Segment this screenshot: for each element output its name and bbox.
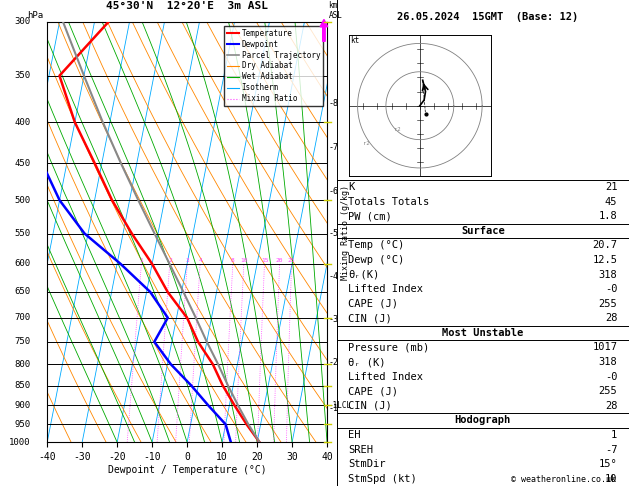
Text: 600: 600 [14, 260, 30, 268]
Text: -3: -3 [328, 315, 338, 324]
Text: -8: -8 [328, 99, 338, 108]
Text: 20.7: 20.7 [593, 241, 617, 250]
Text: -0: -0 [605, 372, 617, 382]
Text: 1000: 1000 [9, 438, 30, 447]
Text: CAPE (J): CAPE (J) [348, 386, 398, 396]
Text: 450: 450 [14, 159, 30, 168]
Text: 850: 850 [14, 381, 30, 390]
Text: CAPE (J): CAPE (J) [348, 299, 398, 309]
Text: hPa: hPa [28, 11, 43, 20]
Text: 255: 255 [599, 386, 617, 396]
Text: -2: -2 [328, 358, 338, 366]
Text: kt: kt [350, 36, 360, 45]
Text: 1: 1 [611, 430, 617, 440]
Text: 45: 45 [605, 197, 617, 207]
Text: 4: 4 [199, 259, 202, 263]
Text: 2: 2 [168, 259, 172, 263]
Text: Temp (°C): Temp (°C) [348, 241, 404, 250]
Text: StmDir: StmDir [348, 459, 386, 469]
Text: 45°30'N  12°20'E  3m ASL: 45°30'N 12°20'E 3m ASL [106, 1, 268, 11]
Text: 900: 900 [14, 401, 30, 410]
Text: 1.8: 1.8 [599, 211, 617, 221]
Text: 700: 700 [14, 313, 30, 322]
Text: 10: 10 [240, 259, 248, 263]
Text: -0: -0 [605, 284, 617, 294]
Text: 28: 28 [605, 401, 617, 411]
Text: 28: 28 [605, 313, 617, 323]
Text: -5: -5 [328, 229, 338, 238]
Legend: Temperature, Dewpoint, Parcel Trajectory, Dry Adiabat, Wet Adiabat, Isotherm, Mi: Temperature, Dewpoint, Parcel Trajectory… [224, 26, 323, 106]
Text: -4: -4 [328, 272, 338, 281]
Text: km
ASL: km ASL [328, 1, 342, 20]
Text: Totals Totals: Totals Totals [348, 197, 430, 207]
Text: StmSpd (kt): StmSpd (kt) [348, 474, 417, 484]
Text: 15°: 15° [599, 459, 617, 469]
Text: 20: 20 [276, 259, 284, 263]
Text: 400: 400 [14, 118, 30, 127]
Text: © weatheronline.co.uk: © weatheronline.co.uk [511, 474, 616, 484]
Text: 350: 350 [14, 71, 30, 80]
Text: -6: -6 [328, 187, 338, 195]
Text: r2: r2 [394, 127, 401, 132]
Text: r2: r2 [364, 141, 370, 146]
Text: Hodograph: Hodograph [455, 416, 511, 425]
Text: 1: 1 [140, 259, 143, 263]
Text: Pressure (mb): Pressure (mb) [348, 343, 430, 352]
X-axis label: Dewpoint / Temperature (°C): Dewpoint / Temperature (°C) [108, 465, 267, 475]
Text: 26.05.2024  15GMT  (Base: 12): 26.05.2024 15GMT (Base: 12) [397, 12, 578, 22]
Text: PW (cm): PW (cm) [348, 211, 392, 221]
Text: -7: -7 [605, 445, 617, 454]
Text: 950: 950 [14, 420, 30, 429]
Text: 25: 25 [288, 259, 296, 263]
Text: 800: 800 [14, 360, 30, 369]
Text: 21: 21 [605, 182, 617, 192]
Text: -7: -7 [328, 143, 338, 152]
Text: 255: 255 [599, 299, 617, 309]
Text: 750: 750 [14, 337, 30, 347]
Text: EH: EH [348, 430, 360, 440]
Text: 12.5: 12.5 [593, 255, 617, 265]
Text: 1017: 1017 [593, 343, 617, 352]
Text: -1LCL: -1LCL [328, 401, 352, 410]
Text: θᵣ (K): θᵣ (K) [348, 357, 386, 367]
Text: CIN (J): CIN (J) [348, 401, 392, 411]
Text: 8: 8 [231, 259, 235, 263]
Text: 300: 300 [14, 17, 30, 26]
Text: Lifted Index: Lifted Index [348, 372, 423, 382]
Text: Mixing Ratio (g/kg): Mixing Ratio (g/kg) [341, 185, 350, 279]
Text: 550: 550 [14, 229, 30, 238]
Text: K: K [348, 182, 355, 192]
Text: -1: -1 [328, 404, 338, 413]
Text: CIN (J): CIN (J) [348, 313, 392, 323]
Text: 318: 318 [599, 357, 617, 367]
Text: Surface: Surface [461, 226, 504, 236]
Text: Lifted Index: Lifted Index [348, 284, 423, 294]
Text: Dewp (°C): Dewp (°C) [348, 255, 404, 265]
Text: 3: 3 [186, 259, 189, 263]
Text: 650: 650 [14, 287, 30, 296]
Text: Most Unstable: Most Unstable [442, 328, 523, 338]
Text: 15: 15 [261, 259, 269, 263]
Text: 318: 318 [599, 270, 617, 279]
Text: 500: 500 [14, 196, 30, 205]
Text: 10: 10 [605, 474, 617, 484]
Text: SREH: SREH [348, 445, 373, 454]
Text: θᵣ(K): θᵣ(K) [348, 270, 379, 279]
